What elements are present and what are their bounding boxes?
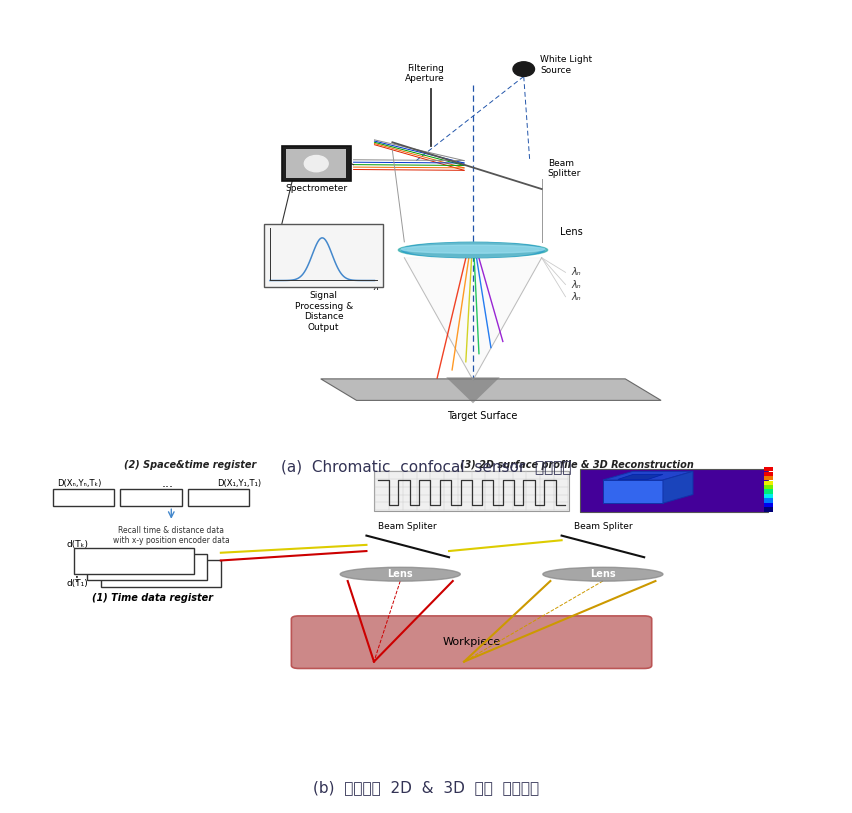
Bar xyxy=(763,476,773,480)
Text: ...: ... xyxy=(161,476,173,489)
Bar xyxy=(285,150,346,178)
Bar xyxy=(763,503,773,507)
Text: Spectrometer: Spectrometer xyxy=(285,184,347,193)
Text: (1) Time data register: (1) Time data register xyxy=(92,593,213,602)
Circle shape xyxy=(304,155,328,172)
Bar xyxy=(281,146,350,181)
Text: (a)  Chromatic  confocal  sensor  측정원리: (a) Chromatic confocal sensor 측정원리 xyxy=(281,459,571,474)
Bar xyxy=(763,485,773,489)
Text: ⋮: ⋮ xyxy=(70,570,83,585)
Text: Filtering
Aperture: Filtering Aperture xyxy=(405,64,445,84)
Text: Beam Spliter: Beam Spliter xyxy=(378,522,436,531)
Ellipse shape xyxy=(398,242,547,258)
Text: Signal
Processing &
Distance
Output: Signal Processing & Distance Output xyxy=(294,291,353,332)
Bar xyxy=(763,467,773,472)
Text: (b)  가공형상  2D  &  3D  측정  프로세스: (b) 가공형상 2D & 3D 측정 프로세스 xyxy=(313,780,539,795)
Bar xyxy=(763,472,773,476)
Text: Lens: Lens xyxy=(590,569,615,579)
Polygon shape xyxy=(446,377,499,403)
Ellipse shape xyxy=(406,243,538,257)
Text: λ: λ xyxy=(373,284,378,293)
Text: D(X₁,Y₁,T₁): D(X₁,Y₁,T₁) xyxy=(216,479,261,488)
Text: I: I xyxy=(267,226,269,235)
Text: λₙ: λₙ xyxy=(571,267,580,277)
Bar xyxy=(763,489,773,493)
Ellipse shape xyxy=(400,245,544,254)
Circle shape xyxy=(512,62,534,76)
Bar xyxy=(87,554,207,580)
Text: Beam Spliter: Beam Spliter xyxy=(573,522,631,531)
Polygon shape xyxy=(662,472,692,503)
Bar xyxy=(373,471,568,511)
Text: (2) Space&time register: (2) Space&time register xyxy=(124,459,256,470)
Text: D(Xₙ,Yₙ,Tₖ): D(Xₙ,Yₙ,Tₖ) xyxy=(57,479,101,488)
Bar xyxy=(53,489,114,506)
Text: Beam
Splitter: Beam Splitter xyxy=(547,159,580,178)
Ellipse shape xyxy=(340,567,460,581)
Bar xyxy=(579,469,767,512)
Bar xyxy=(763,494,773,498)
Bar xyxy=(101,560,221,587)
Bar xyxy=(763,480,773,485)
Text: Lens: Lens xyxy=(559,227,582,237)
Text: d(T₁): d(T₁) xyxy=(66,579,88,588)
Polygon shape xyxy=(617,475,662,480)
Polygon shape xyxy=(320,379,660,401)
Polygon shape xyxy=(404,258,541,380)
Bar xyxy=(187,489,249,506)
Bar xyxy=(120,489,181,506)
Bar xyxy=(763,498,773,502)
Polygon shape xyxy=(602,472,692,480)
Text: Workpiece: Workpiece xyxy=(442,637,500,647)
FancyBboxPatch shape xyxy=(291,616,651,668)
Text: Recall time & distance data
with x-y position encoder data: Recall time & distance data with x-y pos… xyxy=(112,526,229,546)
Text: λ₀: λ₀ xyxy=(320,276,327,285)
Text: λₙ: λₙ xyxy=(571,280,580,289)
Text: λₙ: λₙ xyxy=(571,292,580,302)
Bar xyxy=(763,507,773,511)
Ellipse shape xyxy=(400,242,544,258)
Ellipse shape xyxy=(404,242,541,257)
Bar xyxy=(73,548,193,574)
Bar xyxy=(263,224,383,287)
Text: Lens: Lens xyxy=(387,569,412,579)
Text: White Light
Source: White Light Source xyxy=(540,55,592,75)
Ellipse shape xyxy=(542,567,662,581)
Polygon shape xyxy=(602,480,662,503)
Text: d(Tₖ): d(Tₖ) xyxy=(66,541,88,550)
Text: Target Surface: Target Surface xyxy=(446,411,516,420)
Text: (3) 2D surface profile & 3D Reconstruction: (3) 2D surface profile & 3D Reconstructi… xyxy=(459,459,693,470)
